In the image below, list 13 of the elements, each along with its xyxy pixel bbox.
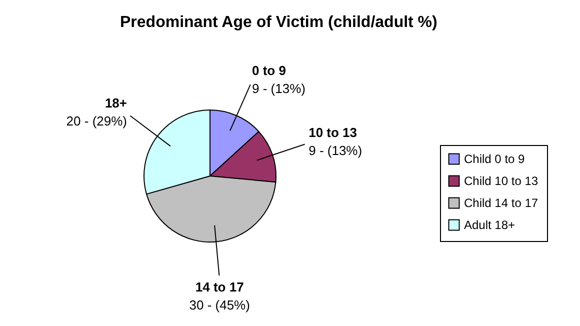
data-label: 9 - (13%) [308,142,362,158]
text: 0 to 9 [252,62,286,78]
data-label: 30 - (45%) [189,298,250,313]
legend-label: Adult 18+ [464,218,516,232]
chart-title: Predominant Age of Victim (child/adult %) [120,14,438,31]
legend-label: Child 0 to 9 [464,152,526,166]
text: 14 to 17 [195,280,244,295]
legend-label: Child 10 to 13 [464,174,538,188]
legend-label: Child 14 to 17 [464,196,538,210]
data-label: 20 - (29%) [66,113,128,128]
text: 10 to 13 [308,124,358,140]
text: 18+ [104,95,128,110]
data-label: 9 - (13%) [252,80,306,96]
